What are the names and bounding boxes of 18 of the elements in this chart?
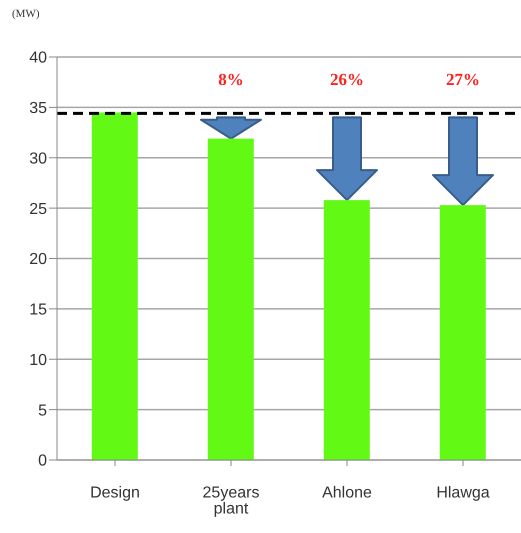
annotation: 26% (330, 70, 364, 90)
y-tick-label: 10 (29, 352, 48, 369)
y-tick-label: 25 (29, 200, 48, 218)
y-axis-title: (MW) (12, 8, 40, 20)
y-tick-label: 5 (38, 402, 48, 420)
y-tick-label: 35 (29, 100, 48, 118)
x-tick-label: 25years plant (202, 484, 260, 518)
x-tick-label: Hlawga (436, 484, 490, 502)
annotation: 27% (446, 70, 480, 90)
y-tick-label: 15 (29, 302, 48, 319)
x-tick-label: Design (90, 484, 140, 502)
y-tick-label: 20 (29, 251, 48, 268)
y-tick-label: 30 (29, 150, 48, 168)
y-tick-label: 0 (38, 452, 48, 470)
annotation: 8% (218, 70, 244, 90)
bar (92, 112, 138, 460)
y-tick-label: 40 (29, 50, 48, 67)
x-tick-label: Ahlone (322, 484, 372, 502)
